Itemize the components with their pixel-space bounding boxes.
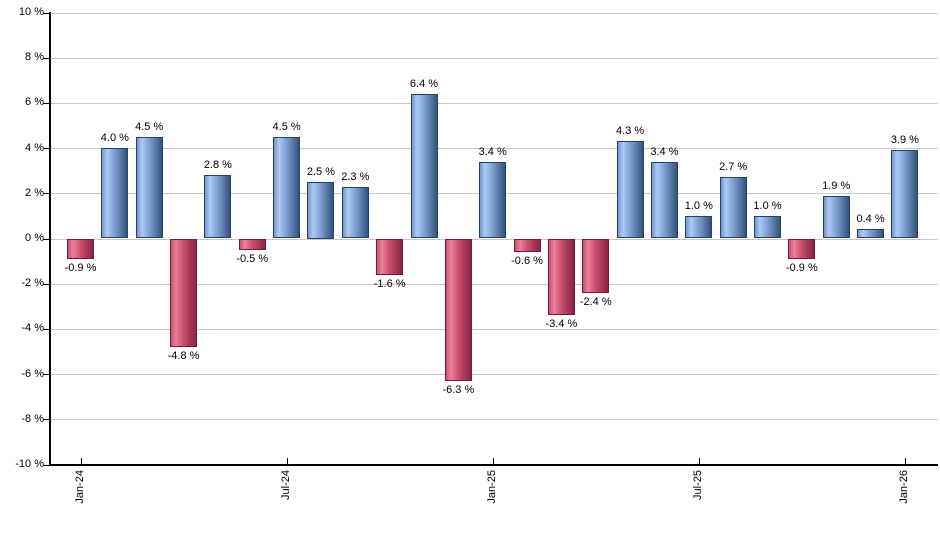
- y-tick-label: 4 %: [25, 141, 44, 154]
- x-tick-mark: [904, 457, 906, 466]
- bar-positive: [754, 215, 781, 239]
- y-tick-mark: [43, 148, 49, 150]
- bar-negative: [238, 238, 266, 250]
- x-tick-mark: [698, 457, 700, 466]
- y-gridline: [51, 57, 938, 59]
- bar-value-label: 1.0 %: [753, 199, 782, 212]
- bar-value-label: 2.5 %: [306, 166, 335, 178]
- bar-positive: [891, 150, 919, 239]
- bar-value-label: 4.3 %: [616, 125, 645, 138]
- y-tick-label: 8 %: [25, 51, 44, 64]
- bar-positive: [307, 182, 335, 239]
- y-gridline: [51, 419, 938, 421]
- bar-value-label: 3.9 %: [890, 134, 919, 147]
- bar-value-label: -2.4 %: [579, 295, 612, 308]
- bar-value-label: -0.6 %: [511, 255, 543, 268]
- y-tick-label: -2 %: [21, 277, 44, 290]
- x-tick-label: Jul-24: [280, 469, 293, 500]
- bar-positive: [479, 161, 507, 239]
- y-tick-mark: [43, 238, 49, 240]
- bar-positive: [135, 136, 163, 239]
- bar-value-label: 0.4 %: [856, 213, 885, 226]
- bar-negative: [170, 238, 198, 347]
- bar-value-label: 6.4 %: [409, 77, 439, 90]
- bar-negative: [513, 238, 541, 253]
- x-tick-label: Jan-26: [898, 469, 911, 504]
- bar-value-label: -0.9 %: [785, 261, 818, 274]
- x-tick-mark: [80, 457, 82, 466]
- x-tick-mark: [286, 457, 288, 466]
- bar-negative: [67, 238, 94, 259]
- x-tick-mark: [492, 457, 494, 466]
- bar-positive: [616, 141, 644, 239]
- y-tick-mark: [43, 464, 49, 466]
- y-gridline: [51, 102, 938, 104]
- y-gridline: [51, 283, 938, 285]
- x-tick-label: Jul-25: [692, 469, 705, 500]
- bar-value-label: 4.0 %: [100, 132, 129, 145]
- bar-value-label: 3.4 %: [478, 145, 507, 158]
- bar-value-label: -3.4 %: [545, 318, 578, 331]
- bar-positive: [101, 148, 129, 239]
- bar-negative: [547, 238, 575, 316]
- bar-value-label: 3.4 %: [650, 145, 679, 158]
- bar-negative: [444, 238, 472, 381]
- bar-value-label: 2.8 %: [203, 159, 232, 172]
- y-tick-mark: [43, 102, 49, 104]
- bar-value-label: -0.9 %: [64, 261, 97, 274]
- y-tick-label: -10 %: [15, 458, 44, 470]
- bar-value-label: 4.5 %: [135, 120, 164, 133]
- bar-positive: [822, 195, 850, 239]
- bar-positive: [650, 161, 678, 239]
- y-tick-mark: [43, 193, 49, 195]
- y-tick-mark: [43, 57, 49, 59]
- y-axis-line: [49, 12, 51, 466]
- y-tick-mark: [43, 328, 49, 330]
- bar-value-label: 1.9 %: [822, 179, 851, 192]
- bar-value-label: 1.0 %: [684, 199, 713, 212]
- y-tick-label: 6 %: [25, 96, 44, 109]
- bar-value-label: -4.8 %: [167, 349, 200, 362]
- bar-positive: [273, 136, 301, 239]
- bar-value-label: 4.5 %: [272, 120, 301, 133]
- y-tick-label: 10 %: [18, 6, 44, 18]
- y-gridline: [51, 374, 938, 376]
- y-gridline: [51, 148, 938, 150]
- y-tick-mark: [43, 419, 49, 421]
- y-tick-mark: [43, 374, 49, 376]
- y-gridline: [51, 238, 938, 240]
- y-tick-mark: [43, 283, 49, 285]
- y-tick-label: -4 %: [21, 322, 44, 335]
- bar-negative: [376, 238, 404, 275]
- bar-value-label: -1.6 %: [373, 277, 406, 290]
- x-tick-label: Jan-24: [74, 469, 86, 504]
- y-gridline: [51, 328, 938, 330]
- bar-value-label: -0.5 %: [236, 252, 269, 265]
- y-tick-label: -8 %: [21, 412, 44, 425]
- bar-value-label: -6.3 %: [442, 383, 475, 396]
- bar-positive: [341, 186, 369, 239]
- bar-positive: [857, 229, 885, 239]
- y-tick-label: 0 %: [25, 232, 44, 244]
- x-tick-label: Jan-25: [486, 469, 499, 504]
- bar-value-label: 2.7 %: [719, 161, 748, 174]
- y-tick-label: 2 %: [25, 186, 44, 199]
- y-gridline: [51, 12, 938, 14]
- y-tick-label: -6 %: [21, 367, 44, 380]
- bar-value-label: 2.3 %: [341, 170, 370, 183]
- bar-negative: [582, 238, 610, 293]
- bar-positive: [410, 93, 438, 239]
- bar-positive: [685, 215, 713, 239]
- y-tick-mark: [43, 12, 49, 14]
- bar-negative: [788, 238, 816, 259]
- bar-positive: [204, 175, 232, 239]
- bar-positive: [719, 177, 747, 239]
